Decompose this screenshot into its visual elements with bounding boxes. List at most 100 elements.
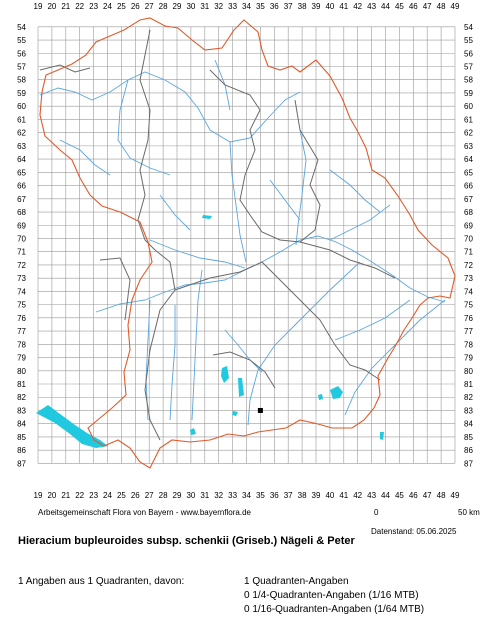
lake-small-2 — [232, 411, 238, 416]
y-axis-label: 74 — [464, 287, 473, 296]
y-axis-label: 57 — [17, 62, 26, 71]
x-axis-label: 20 — [47, 2, 56, 11]
lake-small-1 — [202, 215, 212, 219]
y-axis-label: 69 — [17, 221, 26, 230]
y-axis-label: 68 — [17, 208, 26, 217]
y-axis-label: 83 — [17, 406, 26, 415]
x-axis-labels-top: 19 20 21 22 23 24 25 26 27 28 29 30 31 32 33 34 35 36 37 38… — [34, 2, 460, 11]
river-inn — [344, 299, 446, 416]
x-axis-label: 48 — [437, 2, 446, 11]
x-axis-label: 42 — [353, 2, 362, 11]
y-axis-label: 55 — [464, 36, 473, 45]
y-axis-label: 70 — [17, 234, 26, 243]
x-axis-label: 38 — [298, 491, 307, 500]
river-regen — [329, 204, 391, 241]
x-axis-label: 20 — [47, 491, 56, 500]
y-axis-label: 72 — [464, 261, 473, 270]
y-axis-label: 60 — [17, 102, 26, 111]
x-axis-label: 34 — [242, 2, 251, 11]
y-axis-label: 67 — [17, 195, 26, 204]
x-axis-label: 37 — [284, 491, 293, 500]
lake-small-4 — [318, 394, 323, 400]
y-axis-label: 68 — [464, 208, 473, 217]
y-axis-label: 62 — [17, 129, 26, 138]
x-axis-label: 26 — [131, 491, 140, 500]
rivers — [39, 59, 446, 426]
x-axis-label: 47 — [423, 2, 432, 11]
y-axis-label: 73 — [17, 274, 26, 283]
lake-chiemsee — [330, 386, 343, 399]
y-axis-label: 69 — [464, 221, 473, 230]
grid-lines — [37, 26, 456, 464]
y-axis-label: 54 — [464, 23, 473, 32]
district-line-lower-bavaria — [299, 241, 396, 279]
x-axis-label: 30 — [186, 2, 195, 11]
lake-small-5 — [380, 432, 384, 440]
river-amper — [224, 329, 263, 373]
y-axis-label: 61 — [17, 115, 26, 124]
y-axis-label: 81 — [17, 380, 26, 389]
x-axis-label: 44 — [381, 2, 390, 11]
y-axis-label: 74 — [17, 287, 26, 296]
occurrence-marker — [257, 407, 263, 413]
x-axis-label: 28 — [159, 491, 168, 500]
district-line-north — [137, 29, 156, 251]
x-axis-label: 34 — [242, 491, 251, 500]
district-boundaries — [39, 29, 396, 441]
river-misc-3 — [59, 139, 111, 176]
lake-starnberg — [238, 378, 244, 397]
x-axis-label: 39 — [312, 491, 321, 500]
y-axis-label: 85 — [17, 433, 26, 442]
y-axis-label: 58 — [17, 76, 26, 85]
state-border — [39, 17, 456, 469]
x-axis-label: 32 — [214, 491, 223, 500]
sixteenth-quadrant-count: 0 1/16-Quadranten-Angaben (1/64 MTB) — [244, 604, 425, 615]
district-line-upper-palatinate — [294, 99, 321, 243]
y-axis-label: 82 — [17, 393, 26, 402]
quadrant-count: 1 Quadranten-Angaben — [244, 576, 349, 587]
x-axis-label: 28 — [159, 2, 168, 11]
x-axis-label: 41 — [339, 491, 348, 500]
y-axis-label: 56 — [17, 49, 26, 58]
x-axis-label: 47 — [423, 491, 432, 500]
y-axis-label: 75 — [464, 301, 473, 310]
y-axis-label: 64 — [17, 155, 26, 164]
y-axis-label: 54 — [17, 23, 26, 32]
x-axis-label: 19 — [34, 2, 43, 11]
y-axis-label: 62 — [464, 129, 473, 138]
x-axis-label: 22 — [75, 491, 84, 500]
x-axis-label: 24 — [103, 2, 112, 11]
y-axis-label: 86 — [17, 446, 26, 455]
x-axis-label: 45 — [395, 491, 404, 500]
lakes — [36, 215, 384, 448]
y-axis-label: 76 — [464, 314, 473, 323]
y-axis-label: 84 — [464, 420, 473, 429]
y-axis-label: 78 — [464, 340, 473, 349]
quarter-quadrant-count: 0 1/4-Quadranten-Angaben (1/16 MTB) — [244, 590, 419, 601]
y-axis-label: 80 — [17, 367, 26, 376]
x-axis-label: 23 — [89, 2, 98, 11]
lake-ammersee — [221, 366, 229, 383]
district-line-swabia — [144, 249, 176, 441]
y-axis-label: 86 — [464, 446, 473, 455]
y-axis-label: 61 — [464, 115, 473, 124]
y-axis-label: 63 — [464, 142, 473, 151]
river-misc-2 — [329, 169, 381, 213]
y-axis-labels-right: 54 55 56 57 58 59 60 61 62 63 64 65 66 67 68 69 70 71 72 73… — [464, 23, 473, 469]
attribution: Arbeitsgemeinschaft Flora von Bayern - w… — [38, 508, 251, 517]
x-axis-labels-bottom: 19 20 21 22 23 24 25 26 27 28 29 30 31 32 33 34 35 36 37 38… — [34, 491, 460, 500]
x-axis-label: 48 — [437, 491, 446, 500]
x-axis-label: 21 — [61, 2, 70, 11]
river-misc-4 — [159, 194, 191, 231]
river-misc-1 — [269, 179, 301, 221]
y-axis-label: 60 — [464, 102, 473, 111]
x-axis-label: 40 — [325, 491, 334, 500]
x-axis-label: 46 — [409, 491, 418, 500]
x-axis-label: 23 — [89, 491, 98, 500]
river-saale — [214, 59, 231, 111]
x-axis-label: 35 — [256, 491, 265, 500]
y-axis-label: 70 — [464, 234, 473, 243]
x-axis-label: 22 — [75, 2, 84, 11]
lake-small-3 — [190, 428, 196, 435]
x-axis-label: 40 — [325, 2, 334, 11]
